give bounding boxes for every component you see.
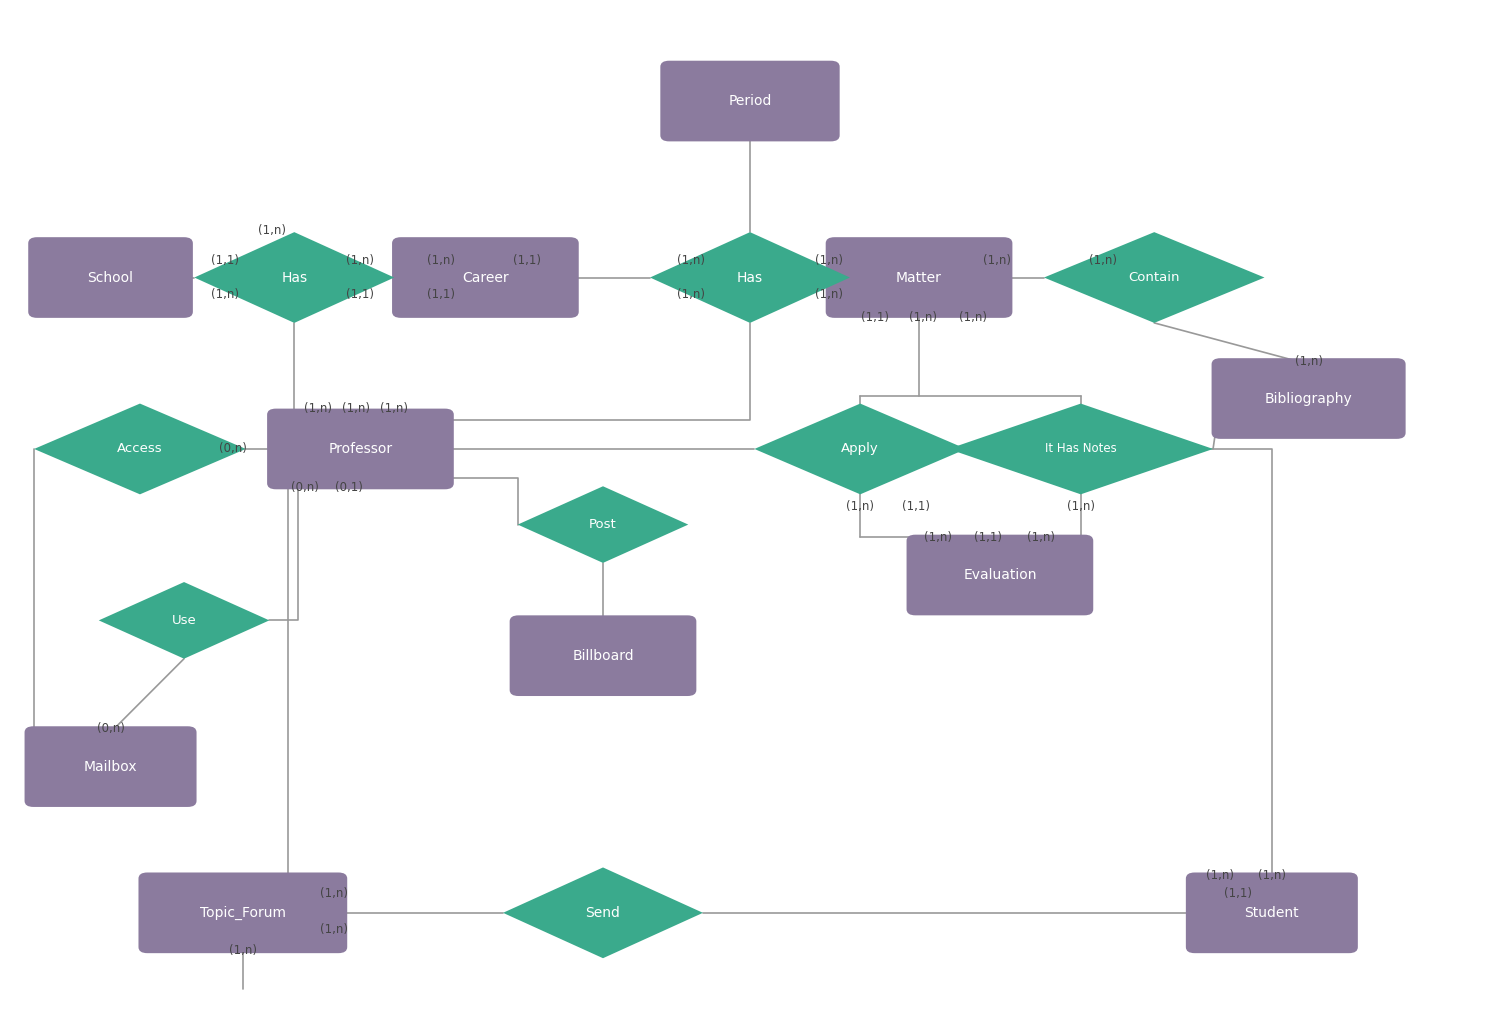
Text: (1,n): (1,n) xyxy=(1258,870,1286,882)
Text: (1,1): (1,1) xyxy=(1224,887,1252,900)
Text: Professor: Professor xyxy=(328,441,393,456)
FancyBboxPatch shape xyxy=(267,409,454,490)
Text: Bibliography: Bibliography xyxy=(1264,391,1353,405)
Text: (1,n): (1,n) xyxy=(909,312,938,324)
Text: (1,n): (1,n) xyxy=(320,923,348,936)
Text: (1,n): (1,n) xyxy=(230,944,256,957)
Text: (1,1): (1,1) xyxy=(427,288,456,301)
Text: (1,1): (1,1) xyxy=(861,312,889,324)
Text: (0,n): (0,n) xyxy=(96,721,124,735)
Polygon shape xyxy=(195,233,394,323)
Text: (1,n): (1,n) xyxy=(427,254,456,267)
FancyBboxPatch shape xyxy=(825,238,1013,318)
Text: (1,1): (1,1) xyxy=(211,254,238,267)
Text: (1,1): (1,1) xyxy=(902,500,930,512)
Text: (1,n): (1,n) xyxy=(960,312,987,324)
Text: (1,1): (1,1) xyxy=(346,288,375,301)
Text: Access: Access xyxy=(117,442,164,456)
FancyBboxPatch shape xyxy=(392,238,579,318)
Text: (1,n): (1,n) xyxy=(676,254,705,267)
Text: (1,1): (1,1) xyxy=(513,254,540,267)
Polygon shape xyxy=(99,582,270,659)
Text: (1,n): (1,n) xyxy=(211,288,238,301)
Text: (1,n): (1,n) xyxy=(924,531,952,544)
Text: Student: Student xyxy=(1245,906,1299,920)
Text: Mailbox: Mailbox xyxy=(84,759,138,774)
Polygon shape xyxy=(518,487,688,563)
Text: Topic_Forum: Topic_Forum xyxy=(200,906,286,920)
Text: (0,n): (0,n) xyxy=(291,481,318,494)
Text: (1,n): (1,n) xyxy=(304,402,332,415)
Text: Billboard: Billboard xyxy=(572,648,634,663)
Text: Period: Period xyxy=(729,94,771,108)
Text: (1,n): (1,n) xyxy=(1206,870,1234,882)
Text: Use: Use xyxy=(171,614,196,627)
Polygon shape xyxy=(948,403,1214,494)
Text: (1,n): (1,n) xyxy=(1089,254,1118,267)
Text: (1,n): (1,n) xyxy=(381,402,408,415)
Text: (1,1): (1,1) xyxy=(974,531,1002,544)
Text: Career: Career xyxy=(462,271,509,285)
Text: (1,n): (1,n) xyxy=(258,223,286,237)
Text: Apply: Apply xyxy=(842,442,879,456)
Text: (1,n): (1,n) xyxy=(816,254,843,267)
Text: Has: Has xyxy=(736,271,764,285)
Text: (1,n): (1,n) xyxy=(982,254,1011,267)
FancyBboxPatch shape xyxy=(510,615,696,696)
FancyBboxPatch shape xyxy=(24,726,196,807)
Text: Post: Post xyxy=(590,518,616,531)
FancyBboxPatch shape xyxy=(1212,358,1406,439)
Text: Send: Send xyxy=(585,906,621,920)
Text: Contain: Contain xyxy=(1128,271,1180,284)
Polygon shape xyxy=(34,403,246,494)
Text: (1,n): (1,n) xyxy=(676,288,705,301)
Text: Evaluation: Evaluation xyxy=(963,568,1036,582)
Text: It Has Notes: It Has Notes xyxy=(1046,442,1116,456)
Text: School: School xyxy=(87,271,134,285)
Text: (1,n): (1,n) xyxy=(846,500,874,512)
Text: (1,n): (1,n) xyxy=(346,254,375,267)
Text: Has: Has xyxy=(280,271,308,285)
FancyBboxPatch shape xyxy=(906,535,1094,615)
Polygon shape xyxy=(650,233,850,323)
Text: (0,1): (0,1) xyxy=(334,481,363,494)
Text: (1,n): (1,n) xyxy=(1066,500,1095,512)
Text: (1,n): (1,n) xyxy=(1294,355,1323,367)
Polygon shape xyxy=(1044,233,1264,323)
Polygon shape xyxy=(754,403,966,494)
Text: (1,n): (1,n) xyxy=(1028,531,1054,544)
Text: (1,n): (1,n) xyxy=(342,402,370,415)
Text: (1,n): (1,n) xyxy=(320,887,348,900)
Text: (1,n): (1,n) xyxy=(816,288,843,301)
Polygon shape xyxy=(503,867,704,958)
FancyBboxPatch shape xyxy=(138,873,346,953)
FancyBboxPatch shape xyxy=(1186,873,1358,953)
FancyBboxPatch shape xyxy=(28,238,194,318)
FancyBboxPatch shape xyxy=(660,61,840,141)
Text: (0,n): (0,n) xyxy=(219,442,246,456)
Text: Matter: Matter xyxy=(896,271,942,285)
